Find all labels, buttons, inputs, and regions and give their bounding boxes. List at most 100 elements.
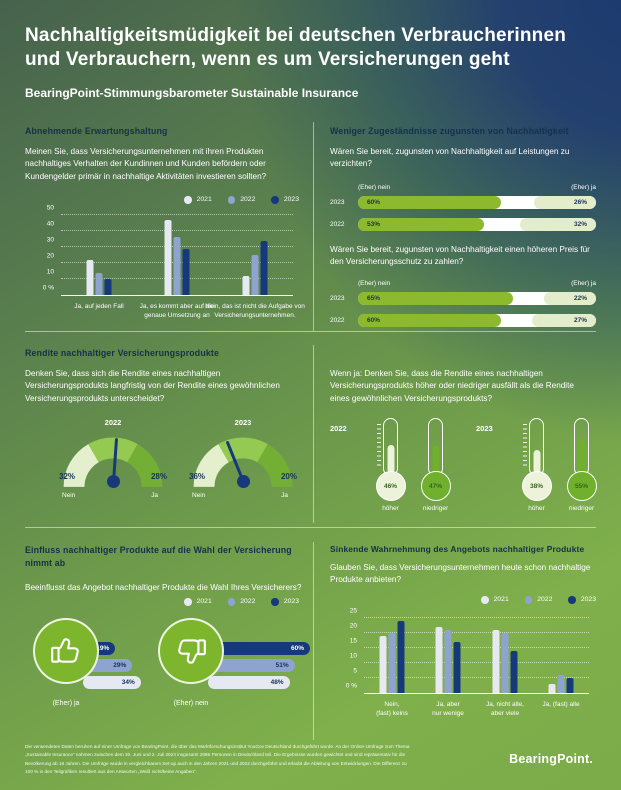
gauge-pivot <box>106 475 120 488</box>
legend-dot-2023-icon <box>271 598 279 606</box>
legend-dot-2022-icon <box>227 598 236 606</box>
gauge-value-ja: 20% <box>280 472 297 481</box>
legend-label: 2023 <box>580 596 596 604</box>
stacked-bar: 60% 26% <box>358 196 596 209</box>
segment-ja: 27% <box>531 314 596 327</box>
legend-item-2023: 2023 <box>271 598 299 606</box>
bar-value: 60% <box>290 645 304 652</box>
legend-label: 2021 <box>196 598 212 606</box>
bar-group <box>548 675 574 693</box>
section-perception: Sinkende Wahrnehmung des Angebots nachha… <box>330 538 596 740</box>
x-label-line: Ja, nicht alle, <box>486 701 524 708</box>
legend-dot-2023-icon <box>568 596 576 604</box>
gauge-2022: 2022 32% 28% Nein Ja <box>53 418 173 499</box>
chart-legend: 2021 2022 2023 <box>184 598 299 606</box>
bearingpoint-logo: BearingPoint. <box>509 752 593 766</box>
bar-2022 <box>501 633 509 693</box>
label-nein: (Eher) nein <box>358 280 391 287</box>
thermometer-label: niedriger <box>568 505 595 512</box>
legend-item-2022: 2022 <box>227 196 255 204</box>
section-expectation: Abnehmende Erwartungshaltung Meinen Sie,… <box>25 120 305 330</box>
axis-labels: (Eher) nein (Eher) ja <box>358 280 596 287</box>
y-tick: 25 <box>349 607 357 615</box>
segment-value: 32% <box>573 221 587 228</box>
legend-dot-2022-icon <box>524 596 533 604</box>
y-tick: 0 % <box>345 682 357 690</box>
legend-label: 2022 <box>537 596 553 604</box>
thumbs-down-circle <box>158 618 224 684</box>
x-label-line: Versicherungsunternehmen. <box>214 312 296 320</box>
divider-vertical-1 <box>313 122 314 331</box>
section-question: Beeinflusst das Angebot nachhaltiger Pro… <box>25 583 302 592</box>
thermometer-niedriger-2023: 55% niedriger <box>559 418 604 512</box>
bar-2023 <box>260 240 268 295</box>
gauge-dial: 32% 28% Nein Ja <box>58 432 168 499</box>
gridline <box>364 632 589 633</box>
bar-2021: 34% <box>83 676 141 689</box>
divider-vertical-3 <box>313 542 314 740</box>
axis-labels: (Eher) nein (Eher) ja <box>358 184 596 191</box>
bar-value: 29% <box>113 662 127 669</box>
thermometer-label: höher <box>528 505 545 512</box>
x-label-line: nur wenige <box>432 710 464 718</box>
thermometer-group: 2022 46% höher 47% niedriger 2023 <box>330 418 604 512</box>
segment-nein: 53% <box>358 218 485 231</box>
bar-2022 <box>95 272 103 295</box>
bar-2021 <box>548 684 556 693</box>
thermometer-label: höher <box>382 505 399 512</box>
thermometer-fill <box>387 445 394 473</box>
segment-nein: 60% <box>358 196 501 209</box>
section-concessions: Weniger Zugeständnisse zugunsten von Nac… <box>330 120 596 330</box>
gauge-pivot <box>236 475 250 488</box>
bar-2021 <box>86 259 94 295</box>
legend-item-2021: 2021 <box>184 598 212 606</box>
segment-value: 22% <box>573 295 587 302</box>
bar-2021 <box>492 630 500 693</box>
legend-dot-2021-icon <box>184 196 192 204</box>
segment-value: 60% <box>367 317 381 324</box>
bar-2023 <box>182 248 190 295</box>
y-tick: 5 <box>353 667 357 675</box>
bar-2022: 51% <box>208 659 295 672</box>
legend-dot-2023-icon <box>271 196 279 204</box>
segment-nein: 60% <box>358 314 501 327</box>
bar-value: 34% <box>121 679 135 686</box>
section-heading: Sinkende Wahrnehmung des Angebots nachha… <box>330 544 585 554</box>
bar-group <box>164 219 190 295</box>
x-label-line: (fast) keins <box>376 710 408 718</box>
x-label-line: Ja, (fast) alle <box>542 701 580 708</box>
legend-item-2022: 2022 <box>524 596 553 604</box>
x-label: Nein, (fast) keins <box>376 700 408 718</box>
thumbs-down-icon <box>178 639 206 664</box>
bar-2023 <box>397 621 405 693</box>
bar-group <box>379 621 405 693</box>
y-tick: 30 <box>46 236 54 244</box>
thermometer-scale-icon <box>377 424 381 468</box>
bar-2023 <box>566 678 574 693</box>
gauge-year: 2023 <box>234 418 252 427</box>
thermometer-scale-icon <box>523 424 527 468</box>
bar-value: 48% <box>270 679 284 686</box>
segment-value: 27% <box>573 317 587 324</box>
label-ja: (Eher) ja <box>571 280 596 287</box>
section-heading: Rendite nachhaltiger Versicherungsproduk… <box>25 348 220 358</box>
legend-item-2021: 2021 <box>481 596 509 604</box>
row-year: 2022 <box>330 317 345 324</box>
legend-dot-2022-icon <box>227 196 236 204</box>
thermometer-year: 2022 <box>330 424 347 433</box>
x-label: Ja, nicht alle, aber viele <box>486 700 524 718</box>
thermometer-bulb: 46% <box>375 471 406 501</box>
stacked-bar: 65% 22% <box>358 292 596 305</box>
section-question-1: Wären Sie bereit, zugunsten von Nachhalt… <box>330 147 570 169</box>
y-tick: 40 <box>46 220 54 228</box>
bar-2023 <box>453 642 461 693</box>
legend-item-2023: 2023 <box>271 196 299 204</box>
y-tick: 20 <box>349 622 357 630</box>
x-label-line: Ja, auf jeden Fall <box>74 303 124 310</box>
segment-nein: 65% <box>358 292 513 305</box>
stacked-bar: 53% 32% <box>358 218 596 231</box>
bar-2023 <box>510 651 518 693</box>
gridline <box>61 230 293 231</box>
bar-value: 51% <box>275 662 289 669</box>
